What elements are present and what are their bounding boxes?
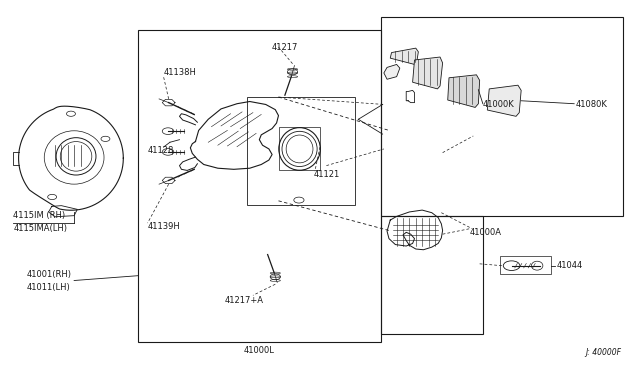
Bar: [246, 97, 355, 205]
Bar: [381, 17, 623, 216]
Text: 41000A: 41000A: [470, 228, 502, 237]
Bar: [138, 31, 381, 341]
Polygon shape: [390, 48, 419, 64]
Text: 41217: 41217: [272, 42, 298, 51]
Text: 41001(RH): 41001(RH): [26, 270, 71, 279]
Text: 41011(LH): 41011(LH): [26, 283, 70, 292]
Polygon shape: [487, 85, 521, 116]
Text: 41139H: 41139H: [148, 222, 180, 231]
Bar: [500, 256, 551, 274]
Text: 41044: 41044: [556, 261, 582, 270]
Text: 41000K: 41000K: [483, 100, 515, 109]
Text: J: 40000F: J: 40000F: [586, 348, 621, 357]
Bar: [381, 216, 483, 334]
Text: 41128: 41128: [148, 146, 174, 155]
Polygon shape: [448, 75, 479, 108]
Text: 41217+A: 41217+A: [224, 296, 263, 305]
Polygon shape: [413, 57, 443, 89]
Text: 41138H: 41138H: [164, 68, 196, 77]
Text: 41121: 41121: [314, 170, 340, 179]
Text: 4115IM (RH): 4115IM (RH): [13, 211, 65, 220]
Bar: [279, 128, 320, 170]
Text: 41000L: 41000L: [243, 346, 275, 355]
Text: 41080K: 41080K: [575, 100, 607, 109]
Text: 4115IMA(LH): 4115IMA(LH): [13, 224, 67, 233]
Polygon shape: [384, 64, 400, 79]
